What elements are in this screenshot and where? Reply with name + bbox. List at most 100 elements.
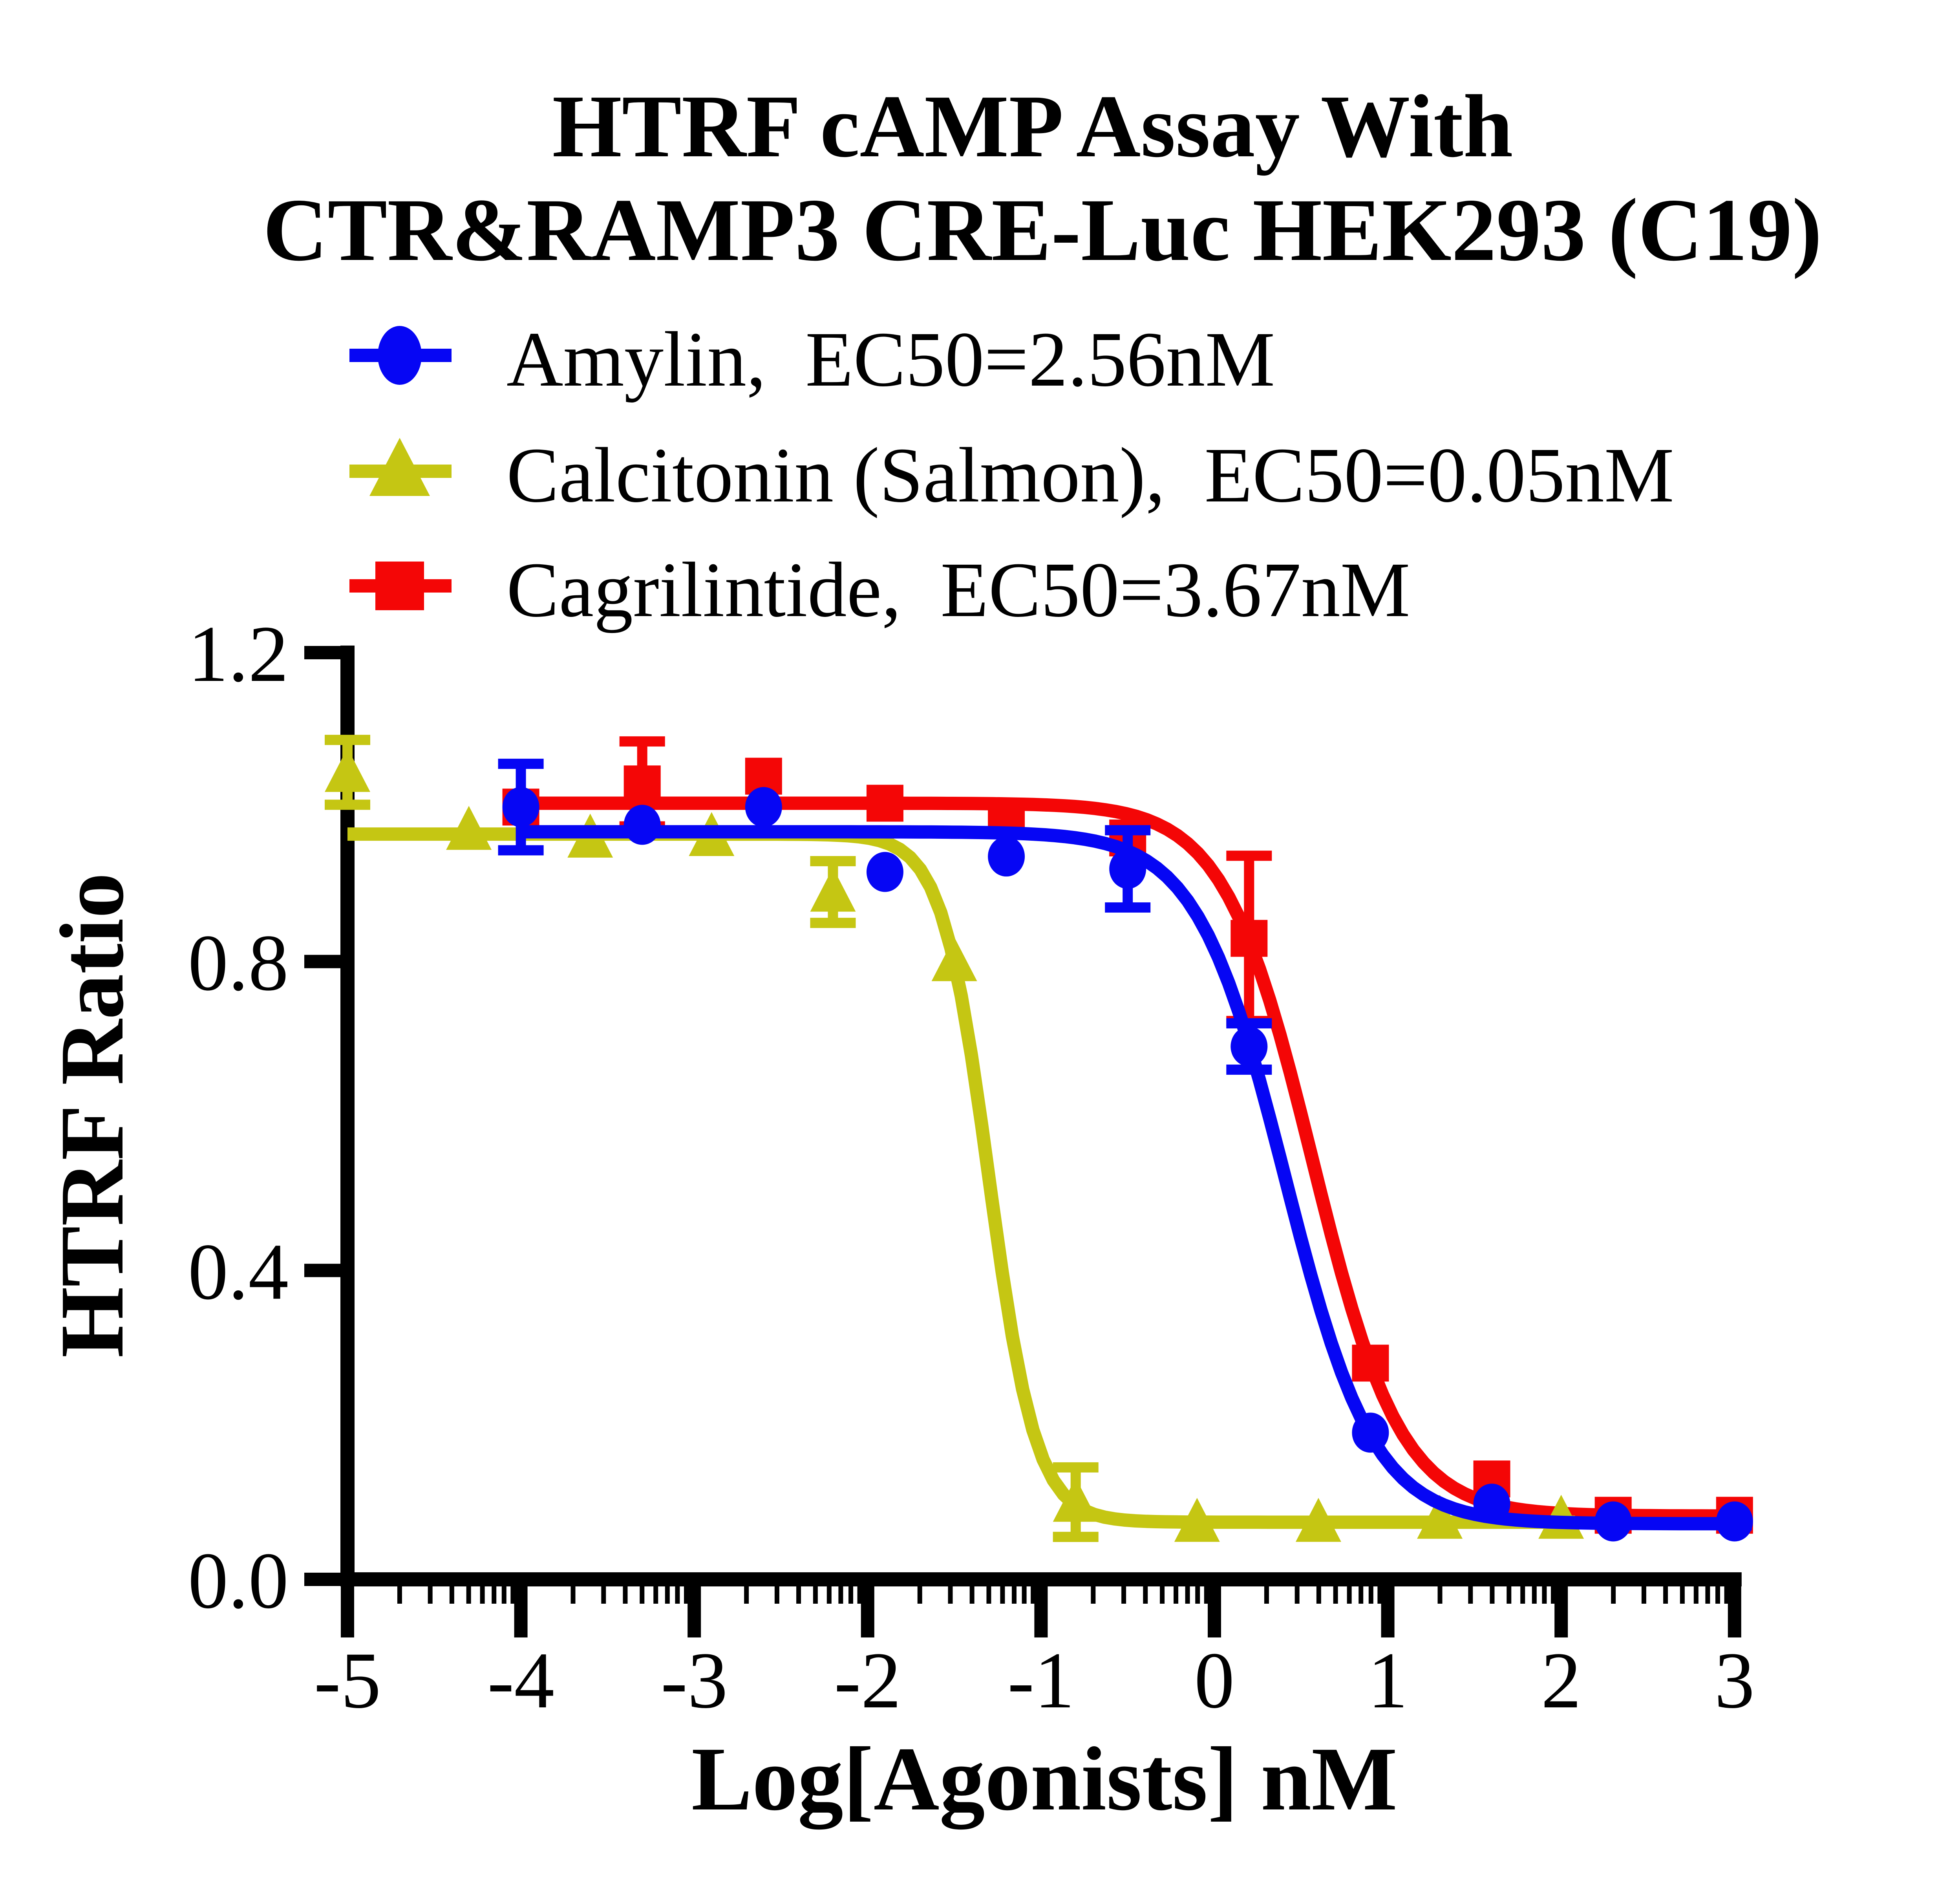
x-minor-tick xyxy=(570,1586,576,1604)
x-minor-tick xyxy=(1532,1586,1537,1604)
x-minor-tick xyxy=(1091,1586,1096,1604)
x-minor-tick xyxy=(640,1586,645,1604)
x-tick xyxy=(514,1586,528,1637)
x-minor-tick xyxy=(1264,1586,1269,1604)
amylin-legend-label: Amylin, EC50=2.56nM xyxy=(506,316,1275,403)
cagrilintide-fit-curve xyxy=(521,796,1752,1523)
x-minor-tick xyxy=(1490,1586,1495,1604)
cagrilintide-legend-label: Cagrilintide, EC50=3.67nM xyxy=(506,547,1410,633)
x-tick-label: -3 xyxy=(661,1636,728,1725)
x-minor-tick xyxy=(986,1586,991,1604)
x-minor-tick xyxy=(1705,1586,1710,1604)
calcitonin-salmon--marker xyxy=(446,806,492,850)
x-minor-tick xyxy=(1368,1586,1373,1604)
legend: Amylin, EC50=2.56nM Calcitonin (Salmon),… xyxy=(349,316,1674,633)
x-minor-tick xyxy=(1143,1586,1148,1604)
y-tick xyxy=(304,646,340,659)
calcitonin-salmon--marker xyxy=(1174,1498,1220,1542)
x-tick-label: 0 xyxy=(1194,1636,1235,1725)
x-minor-tick xyxy=(1641,1586,1646,1604)
x-tick xyxy=(1554,1586,1568,1637)
amylin-marker xyxy=(623,805,661,845)
x-tick xyxy=(1728,1586,1741,1637)
cagrilintide-marker xyxy=(1230,920,1268,957)
amylin-marker xyxy=(1230,1026,1268,1067)
x-minor-tick xyxy=(1174,1586,1179,1604)
y-tick-label: 0.0 xyxy=(188,1536,289,1625)
amylin-marker xyxy=(745,787,782,827)
calcitonin-salmon--marker xyxy=(1053,1478,1099,1522)
x-minor-tick xyxy=(857,1586,862,1604)
x-minor-tick xyxy=(1185,1586,1190,1604)
amylin-marker xyxy=(866,852,903,892)
amylin-marker xyxy=(502,787,539,827)
x-minor-tick xyxy=(1022,1586,1027,1604)
amylin-marker xyxy=(1716,1501,1753,1542)
y-tick-label: 0.8 xyxy=(188,918,289,1008)
y-tick xyxy=(304,1264,340,1277)
amylin-marker xyxy=(1473,1484,1510,1524)
x-minor-tick xyxy=(1347,1586,1352,1604)
x-tick-label: 1 xyxy=(1368,1636,1408,1725)
cagrilintide-marker xyxy=(866,785,903,822)
legend-item-amylin: Amylin, EC50=2.56nM xyxy=(349,316,1275,403)
x-minor-tick xyxy=(774,1586,779,1604)
x-minor-tick xyxy=(826,1586,832,1604)
x-minor-tick xyxy=(665,1586,670,1604)
x-minor-tick xyxy=(838,1586,843,1604)
x-minor-tick xyxy=(744,1586,749,1604)
x-minor-tick xyxy=(1663,1586,1668,1604)
x-minor-tick xyxy=(675,1586,680,1604)
calcitonin-salmon--marker xyxy=(325,748,370,792)
x-minor-tick xyxy=(684,1586,689,1604)
x-axis-line xyxy=(340,1572,1742,1586)
x-tick-label: 2 xyxy=(1541,1636,1582,1725)
x-minor-tick xyxy=(449,1586,454,1604)
x-minor-tick xyxy=(1724,1586,1729,1604)
x-minor-tick xyxy=(1333,1586,1338,1604)
x-minor-tick xyxy=(1195,1586,1200,1604)
legend-item-calcitonin: Calcitonin (Salmon), EC50=0.05nM xyxy=(349,432,1674,519)
x-minor-tick xyxy=(510,1586,516,1604)
x-minor-tick xyxy=(1520,1586,1525,1604)
y-tick xyxy=(304,955,340,968)
x-minor-tick xyxy=(1680,1586,1685,1604)
x-tick-label: -2 xyxy=(834,1636,901,1725)
x-axis-title: Log[Agonists] nM xyxy=(691,1729,1397,1829)
x-tick xyxy=(861,1586,874,1637)
x-minor-tick xyxy=(601,1586,606,1604)
amylin-marker xyxy=(1109,849,1146,889)
x-minor-tick xyxy=(1160,1586,1165,1604)
x-minor-tick xyxy=(969,1586,975,1604)
x-tick-label: -5 xyxy=(314,1636,381,1725)
x-minor-tick xyxy=(1507,1586,1512,1604)
x-minor-tick xyxy=(623,1586,628,1604)
x-minor-tick xyxy=(1204,1586,1209,1604)
calcitonin-salmon--marker xyxy=(1417,1495,1463,1539)
chart-title-line2: CTR&RAMP3 CRE-Luc HEK293 (C19) xyxy=(263,181,1822,280)
x-tick-label: -1 xyxy=(1007,1636,1075,1725)
x-minor-tick xyxy=(653,1586,658,1604)
y-axis-title: HTRF Ratio xyxy=(42,873,143,1357)
amylin-legend-circle-icon xyxy=(378,326,422,385)
cagrilintide-marker xyxy=(623,765,661,803)
x-minor-tick xyxy=(948,1586,953,1604)
amylin-marker xyxy=(1352,1412,1389,1453)
calcitonin-legend-label: Calcitonin (Salmon), EC50=0.05nM xyxy=(506,432,1674,519)
x-minor-tick xyxy=(1294,1586,1300,1604)
x-minor-tick xyxy=(1031,1586,1036,1604)
x-minor-tick xyxy=(1437,1586,1443,1604)
x-minor-tick xyxy=(796,1586,801,1604)
cagrilintide-marker xyxy=(1352,1345,1389,1382)
calcitonin-salmon--marker xyxy=(810,867,856,912)
x-minor-tick xyxy=(1542,1586,1547,1604)
x-minor-tick xyxy=(1550,1586,1556,1604)
x-minor-tick xyxy=(501,1586,506,1604)
x-minor-tick xyxy=(1377,1586,1382,1604)
x-minor-tick xyxy=(480,1586,485,1604)
x-minor-tick xyxy=(1000,1586,1005,1604)
x-tick xyxy=(687,1586,701,1637)
x-minor-tick xyxy=(848,1586,854,1604)
